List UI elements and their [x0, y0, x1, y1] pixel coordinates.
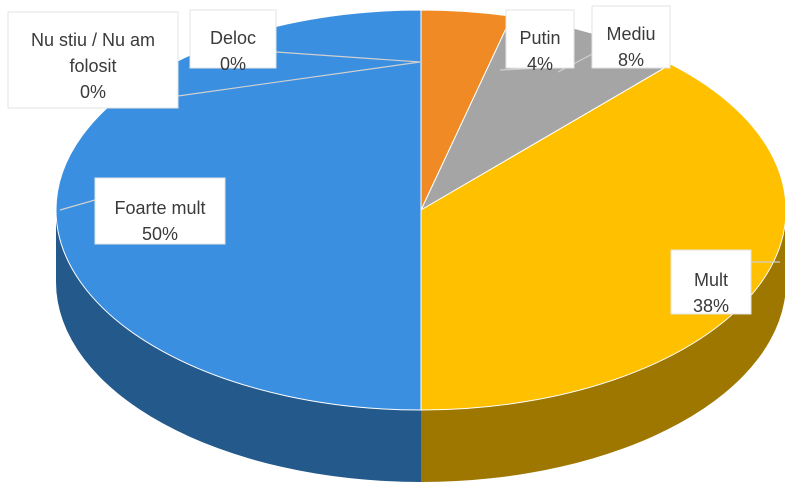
label-putin-percent: 4% — [527, 54, 553, 74]
label-nu-stiu-nu-am-folosit-name: Nu stiu / Nu am — [31, 30, 155, 50]
label-deloc-percent: 0% — [220, 54, 246, 74]
label-putin-name: Putin — [519, 28, 560, 48]
label-nu-stiu-nu-am-folosit-name: folosit — [69, 56, 116, 76]
label-mult-name: Mult — [694, 270, 728, 290]
label-deloc-name: Deloc — [210, 28, 256, 48]
label-foarte-mult-percent: 50% — [142, 224, 178, 244]
label-mediu-name: Mediu — [606, 24, 655, 44]
label-foarte-mult-name: Foarte mult — [114, 198, 205, 218]
label-nu-stiu-nu-am-folosit-percent: 0% — [80, 82, 106, 102]
label-mult-percent: 38% — [693, 296, 729, 316]
label-mediu-percent: 8% — [618, 50, 644, 70]
